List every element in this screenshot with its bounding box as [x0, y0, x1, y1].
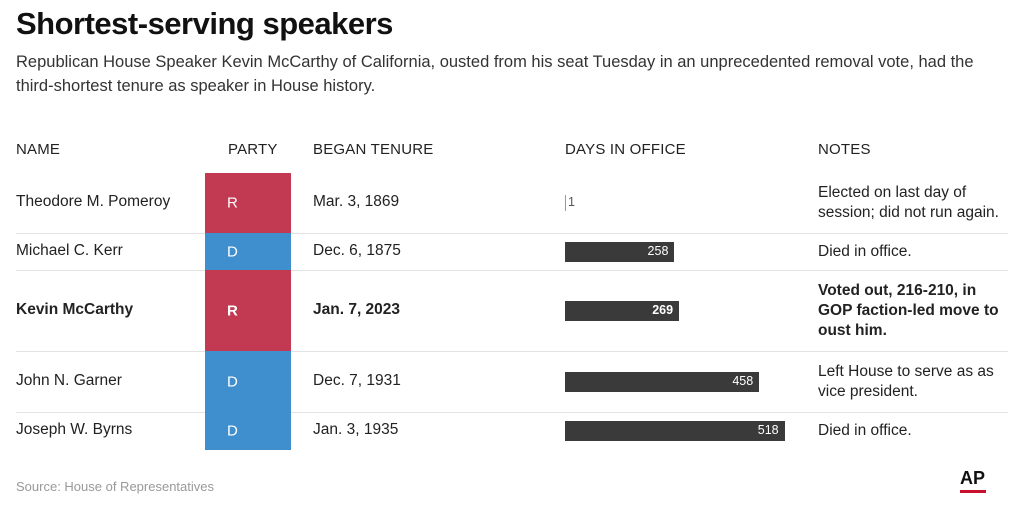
began-tenure: Jan. 3, 1935: [313, 421, 399, 438]
days-bar: [565, 195, 566, 211]
notes-text: Elected on last day of session; did not …: [818, 184, 999, 221]
subtitle: Republican House Speaker Kevin McCarthy …: [16, 53, 974, 95]
party-badge: R: [205, 270, 291, 351]
row-separator: [16, 233, 1008, 234]
party-label: R: [227, 302, 238, 319]
days-bar: [565, 371, 760, 392]
speaker-name: Theodore M. Pomeroy: [16, 193, 171, 210]
speaker-name: Michael C. Kerr: [16, 241, 123, 259]
days-bar: [565, 421, 785, 441]
row-separator: [16, 270, 1008, 271]
days-label: 258: [647, 243, 669, 258]
header-name: NAME: [16, 141, 61, 158]
days-label: 1: [568, 195, 575, 209]
party-badge: D: [205, 233, 291, 270]
notes-text: Died in office.: [818, 242, 912, 260]
row-separator: [16, 351, 1008, 352]
header-party: PARTY: [228, 141, 278, 158]
began-tenure: Jan. 7, 2023: [313, 300, 401, 318]
party-label: D: [227, 422, 238, 440]
party-badge: R: [205, 173, 291, 233]
ap-logo-underline: [960, 490, 986, 493]
party-label: R: [227, 194, 238, 212]
began-tenure: Mar. 3, 1869: [313, 193, 400, 210]
notes-text: Left House to serve as as vice president…: [818, 362, 994, 400]
header-began-tenure: BEGAN TENURE: [313, 141, 434, 158]
days-label: 269: [652, 302, 674, 317]
notes-text: Died in office.: [818, 422, 912, 439]
days-bar: [565, 300, 680, 321]
ap-logo: AP: [960, 468, 986, 488]
days-bar: [565, 241, 675, 262]
speaker-name: John N. Garner: [16, 371, 122, 389]
source-note: Source: House of Representatives: [16, 479, 214, 494]
began-tenure: Dec. 7, 1931: [313, 371, 401, 389]
notes-text: Voted out, 216-210, in GOP faction-led m…: [818, 281, 999, 339]
party-label: D: [227, 243, 238, 260]
speaker-name: Kevin McCarthy: [16, 300, 134, 318]
header-days-in-office: DAYS IN OFFICE: [565, 141, 686, 158]
began-tenure: Dec. 6, 1875: [313, 241, 401, 259]
days-label: 518: [757, 423, 779, 437]
speaker-name: Joseph W. Byrns: [16, 421, 133, 438]
party-label: D: [227, 373, 238, 390]
row-separator: [16, 412, 1008, 413]
page-title: Shortest-serving speakers: [16, 6, 393, 41]
header-notes: NOTES: [818, 141, 871, 158]
party-badge: D: [205, 412, 291, 450]
days-label: 458: [732, 373, 754, 388]
party-badge: D: [205, 351, 291, 412]
